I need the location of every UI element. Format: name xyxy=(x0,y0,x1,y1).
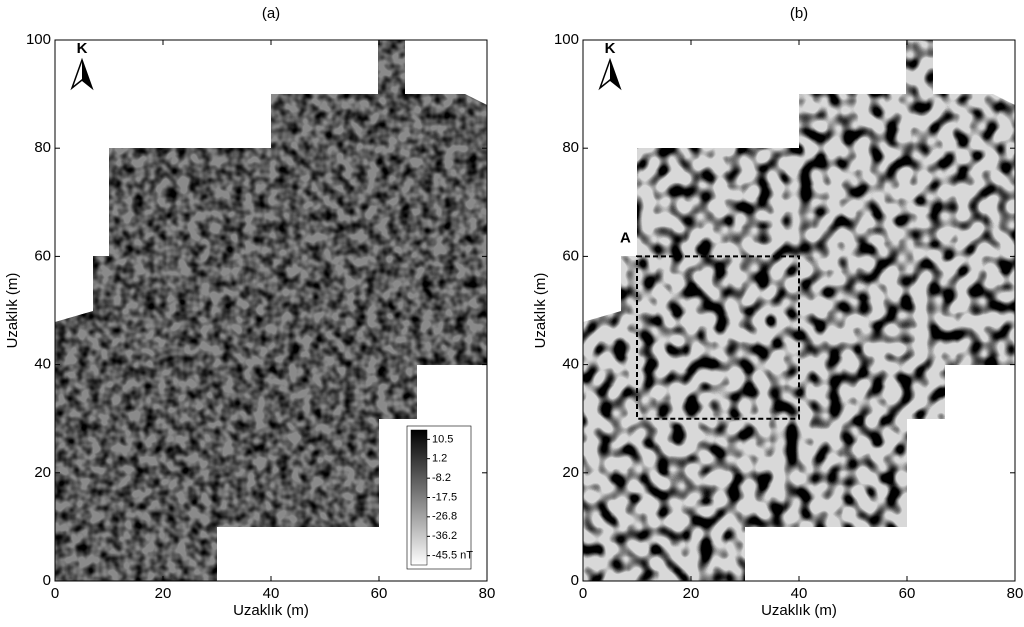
y-tick-label: 60 xyxy=(34,247,51,264)
area-label: A xyxy=(620,229,631,246)
y-tick-label: 80 xyxy=(34,139,51,156)
x-tick-label: 40 xyxy=(791,585,808,602)
x-axis-label: Uzaklık (m) xyxy=(761,602,837,619)
y-tick-label: 0 xyxy=(571,572,579,589)
y-axis-label: Uzaklık (m) xyxy=(532,273,549,349)
north-arrow xyxy=(610,60,620,88)
y-tick-label: 20 xyxy=(34,464,51,481)
colorbar: 10.5 1.2 -8.2 -17.5 -26.8 -36.2 -45.5 nT xyxy=(406,425,473,570)
x-axis-label: Uzaklık (m) xyxy=(233,602,309,619)
area-box xyxy=(636,255,800,420)
colorbar-label: -26.8 xyxy=(432,511,457,523)
panel-title: (a) xyxy=(262,5,280,22)
colorbar-label: -36.2 xyxy=(432,530,457,542)
y-tick-label: 20 xyxy=(562,464,579,481)
colorbar-ramp xyxy=(410,429,428,566)
colorbar-label: -17.5 xyxy=(432,491,457,503)
x-tick-label: 80 xyxy=(479,585,496,602)
x-tick-label: 60 xyxy=(371,585,388,602)
colorbar-label: 10.5 xyxy=(432,433,453,445)
y-tick-label: 40 xyxy=(34,356,51,373)
x-tick-label: 0 xyxy=(51,585,59,602)
y-tick-label: 100 xyxy=(554,31,579,48)
colorbar-label: 1.2 xyxy=(432,453,447,465)
colorbar-label: -8.2 xyxy=(432,472,451,484)
north-label: K xyxy=(77,40,88,57)
y-tick-label: 40 xyxy=(562,356,579,373)
north-arrow xyxy=(82,60,92,88)
x-tick-label: 20 xyxy=(155,585,172,602)
x-tick-label: 40 xyxy=(263,585,280,602)
north-label: K xyxy=(605,40,616,57)
colorbar-label: -45.5 nT xyxy=(432,550,473,562)
y-axis-label: Uzaklık (m) xyxy=(4,273,21,349)
x-tick-label: 20 xyxy=(683,585,700,602)
y-tick-label: 80 xyxy=(562,139,579,156)
x-tick-label: 80 xyxy=(1007,585,1024,602)
y-tick-label: 60 xyxy=(562,247,579,264)
x-tick-label: 60 xyxy=(899,585,916,602)
y-tick-label: 0 xyxy=(43,572,51,589)
y-tick-label: 100 xyxy=(26,31,51,48)
x-tick-label: 0 xyxy=(579,585,587,602)
panel-title: (b) xyxy=(790,5,808,22)
